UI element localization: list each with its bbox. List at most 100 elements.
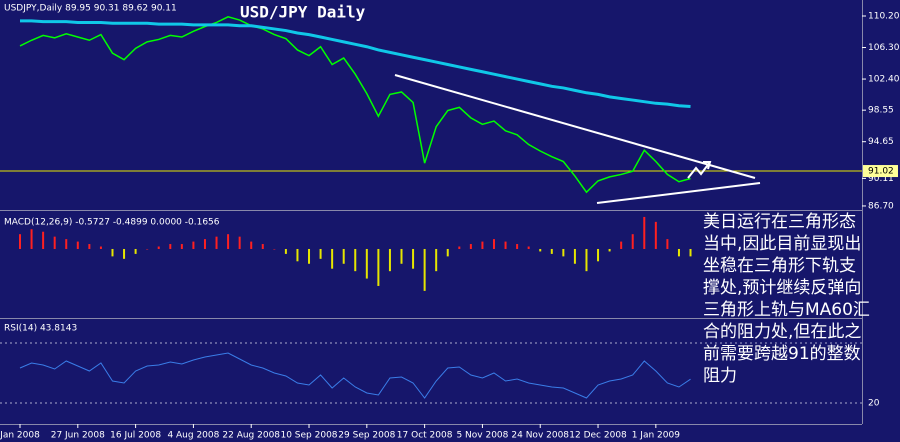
chart-subtitle: USDJPY,Daily 89.95 90.31 89.62 90.11: [4, 4, 177, 14]
macd-bar: [516, 244, 519, 249]
macd-bar: [42, 231, 45, 249]
macd-bar: [53, 236, 56, 249]
macd-bar: [284, 248, 287, 254]
x-tick-label: Jan 2008: [0, 431, 40, 441]
macd-bar: [412, 248, 415, 269]
macd-bar: [169, 244, 172, 249]
y-tick-label: 110.20: [868, 12, 900, 22]
x-tick-label: 29 Sep 2008: [338, 431, 395, 441]
macd-bar: [608, 248, 611, 252]
macd-bar: [215, 236, 218, 249]
macd-bar: [19, 234, 21, 249]
x-tick-label: 5 Nov 2008: [456, 431, 508, 441]
x-tick-label: 24 Nov 2008: [511, 431, 569, 441]
macd-bar: [365, 248, 368, 279]
macd-bar: [203, 239, 206, 249]
macd-bar: [689, 248, 692, 257]
annotation-line: 撑处,预计继续反弹向: [703, 278, 861, 298]
macd-bar: [562, 248, 565, 257]
macd-bar: [620, 241, 623, 249]
macd-bar: [331, 248, 334, 269]
macd-bar: [250, 241, 253, 249]
arrow-head: [703, 161, 712, 170]
macd-bar: [99, 246, 102, 249]
price-line-series: [19, 16, 691, 194]
lower-trendline: [596, 182, 761, 204]
x-tick-label: 1 Jan 2009: [632, 431, 680, 441]
macd-bar: [435, 248, 438, 272]
macd-bar: [319, 248, 322, 259]
macd-bar: [458, 246, 461, 249]
y-tick-label: 98.55: [868, 106, 894, 116]
macd-bar: [666, 239, 669, 249]
macd-bar: [111, 248, 114, 257]
arrow: [687, 161, 711, 179]
macd-bar: [30, 229, 33, 249]
x-tick-label: 27 Jun 2008: [51, 431, 105, 441]
macd-bar: [631, 234, 634, 249]
macd-bar: [539, 248, 542, 252]
annotation-line: 前需要跨越91的整数: [703, 344, 861, 364]
macd-bar: [134, 248, 137, 254]
macd-bar: [296, 248, 299, 262]
chart-title: USD/JPY Daily: [240, 3, 366, 22]
x-tick-label: 12 Dec 2008: [569, 431, 627, 441]
macd-bar: [146, 248, 149, 250]
macd-bar: [76, 241, 79, 249]
y-tick-label: 90.11: [868, 174, 894, 184]
macd-bar: [65, 239, 68, 249]
annotation-line: 美日运行在三角形态: [703, 212, 856, 232]
macd-label: MACD(12,26,9) -0.5727 -0.4899 0.0000 -0.…: [4, 218, 220, 228]
macd-bar: [238, 236, 241, 249]
macd-bar: [354, 248, 357, 272]
x-tick-label: 10 Sep 2008: [280, 431, 337, 441]
macd-bar: [423, 248, 426, 291]
x-tick-label: 22 Aug 2008: [222, 431, 280, 441]
annotation-line: 阻力: [703, 366, 737, 386]
macd-bar: [527, 246, 530, 249]
rsi-label: RSI(14) 43.8143: [4, 324, 77, 334]
macd-bar: [585, 248, 588, 272]
macd-bar: [469, 244, 472, 249]
x-tick-label: 4 Aug 2008: [167, 431, 219, 441]
macd-bar: [227, 234, 230, 249]
macd-bar: [180, 244, 183, 249]
macd-bar: [273, 248, 276, 250]
macd-bar: [308, 248, 311, 264]
upper-trendline: [394, 74, 756, 179]
macd-bar: [504, 241, 507, 249]
price-line-series: [20, 19, 691, 109]
macd-bar: [192, 241, 195, 249]
macd-bar: [342, 248, 345, 264]
macd-bar: [88, 244, 91, 249]
macd-bar: [400, 248, 403, 264]
macd-bar: [492, 239, 495, 249]
y-tick-label: 86.70: [868, 201, 894, 211]
annotation-line: 三角形上轨与MA60汇: [703, 300, 870, 320]
macd-bar: [573, 248, 576, 264]
macd-bar: [550, 248, 553, 254]
macd-bar: [123, 248, 126, 259]
y-tick-label: 20: [868, 399, 880, 409]
marks: 110.20 106.30 102.40 98.55 94.65 90.11 86.70 91…: [0, 12, 900, 441]
y-tick-label: 106.30: [868, 43, 900, 53]
macd-bar: [261, 244, 264, 249]
macd-bar: [597, 248, 600, 262]
macd-bar: [643, 216, 646, 249]
macd-bar: [388, 248, 391, 272]
annotation: 美日运行在三角形态当中,因此目前显现出坐稳在三角形下轨支撑处,预计继续反弹向三角…: [703, 212, 870, 386]
x-tick-label: 17 Oct 2008: [397, 431, 453, 441]
annotation-line: 当中,因此目前显现出: [703, 234, 861, 254]
macd-bar: [654, 221, 657, 249]
macd-bar: [377, 248, 380, 286]
price-tag: [863, 165, 898, 178]
annotation-line: 坐稳在三角形下轨支: [703, 256, 856, 276]
rsi-line: [19, 352, 691, 399]
macd-bar: [677, 248, 680, 257]
macd-bar: [481, 241, 484, 249]
annotation-line: 合的阻力处,但在此之: [703, 322, 861, 342]
y-tick-label: 102.40: [868, 75, 900, 85]
macd-bar: [446, 248, 449, 257]
